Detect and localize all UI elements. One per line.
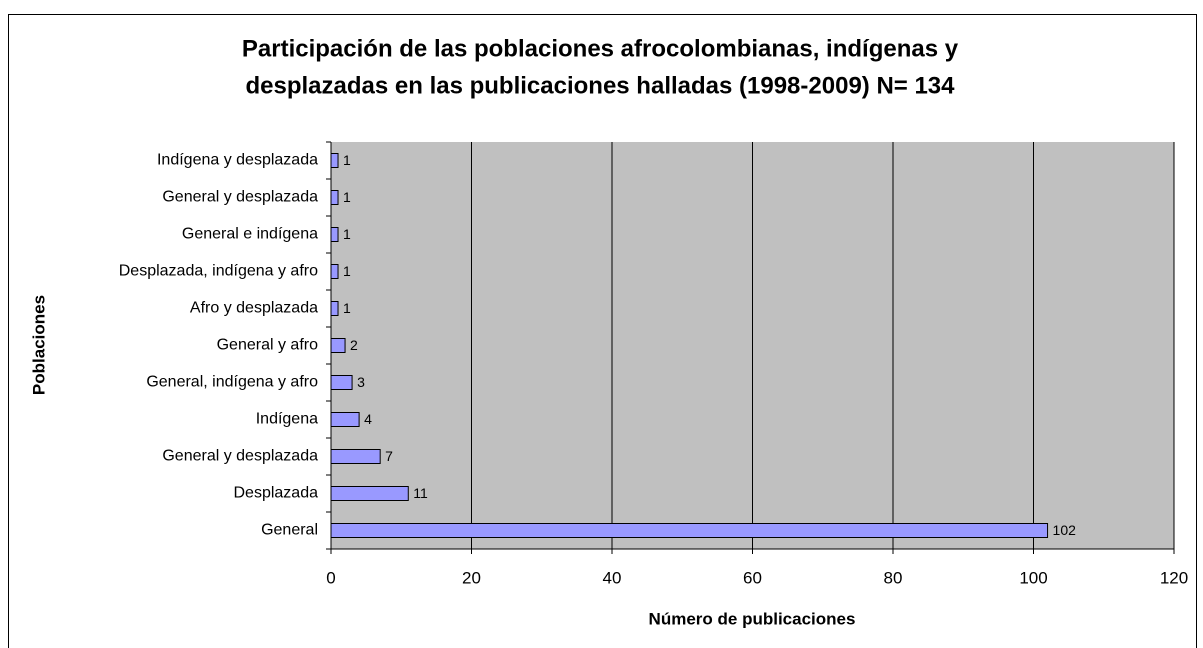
bar [330,153,339,168]
data-label: 1 [343,226,351,242]
y-tick-label: General e indígena [182,226,318,243]
data-label: 1 [343,300,351,316]
y-tick-label: Desplazada, indígena y afro [119,263,318,280]
bar [330,486,409,501]
bar [330,412,360,427]
x-tick-label: 80 [884,568,903,587]
y-tick-label: General y afro [217,337,318,354]
bar [330,264,339,279]
data-label: 2 [350,337,358,353]
x-tick-label: 40 [603,568,622,587]
bar [330,449,381,464]
y-tick-label: Indígena [256,411,318,428]
y-axis-label: Poblaciones [29,295,48,395]
data-label: 102 [1053,522,1077,538]
data-label: 1 [343,152,351,168]
x-tick-label: 0 [326,568,335,587]
y-tick-label: Indígena y desplazada [157,152,318,169]
data-label: 1 [343,189,351,205]
x-tick-label: 100 [1019,568,1047,587]
x-tick-label: 20 [462,568,481,587]
bar [330,338,346,353]
chart-title: desplazadas en las publicaciones hallada… [245,72,955,99]
data-label: 7 [385,448,393,464]
y-tick-label: General, indígena y afro [146,374,318,391]
bar [330,190,339,205]
x-tick-label: 120 [1160,568,1188,587]
x-axis-label: Número de publicaciones [649,609,856,628]
y-tick-label: General y desplazada [162,189,318,206]
data-label: 11 [413,485,428,501]
x-tick-label: 60 [743,568,762,587]
y-tick-label: General [261,522,318,539]
bar [330,227,339,242]
bar [330,523,1049,538]
chart-title: Participación de las poblaciones afrocol… [242,35,959,62]
y-tick-label: Desplazada [234,485,319,502]
data-label: 1 [343,263,351,279]
bar [330,375,353,390]
data-label: 4 [364,411,372,427]
y-tick-label: General y desplazada [162,448,318,465]
data-label: 3 [357,374,365,390]
bar [330,301,339,316]
y-tick-label: Afro y desplazada [190,300,318,317]
